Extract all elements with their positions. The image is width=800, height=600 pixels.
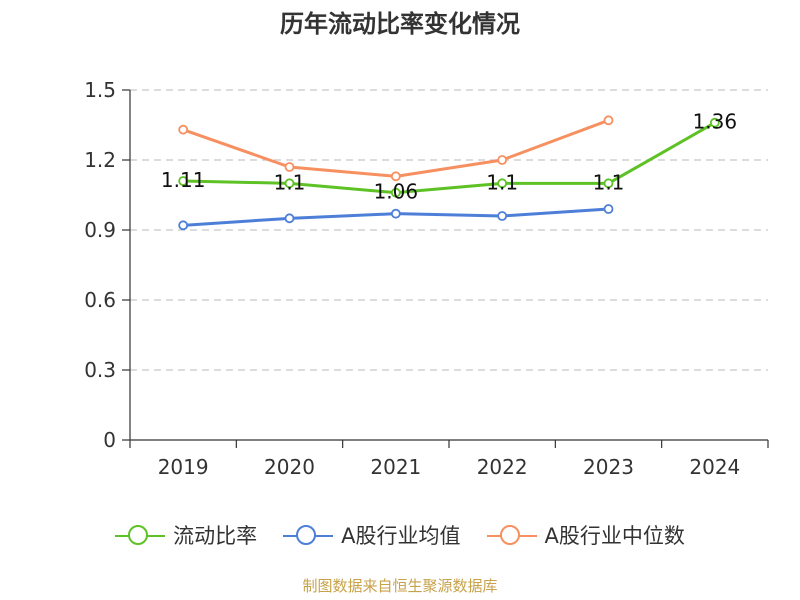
grid-lines [130,89,768,371]
axes: 0 0.3 0.6 0.9 1.2 1.5 2019 2020 2021 2022 2023 2024 [84,78,769,479]
x-tick-label-2020: 2020 [264,455,315,479]
data-point-0-2024[interactable] [709,117,720,128]
x-tick-label-2021: 2021 [370,455,421,479]
data-point-0-2021[interactable] [390,187,401,198]
data-label-2024: 1.36 [693,110,738,134]
legend-item-industry-median[interactable]: A股行业中位数 [486,518,685,554]
data-point-1-2021[interactable] [390,208,401,219]
y-tick-label: 0.3 [84,358,116,382]
legend-marker-industry-mean [283,524,334,548]
series-line-2 [181,118,610,178]
x-tick-label-2023: 2023 [583,455,634,479]
legend-label-current-ratio: 流动比率 [173,524,258,548]
data-point-1-2023[interactable] [603,204,614,214]
data-label-2021: 1.06 [374,180,419,204]
legend-label-industry-median: A股行业中位数 [544,524,685,548]
series-lines [178,115,720,231]
source-note: 制图数据来自恒生聚源数据库 [302,577,498,595]
data-labels: 1.11 1.1 1.06 1.1 1.1 1.36 [161,110,737,204]
y-tick-label: 1.2 [84,148,116,172]
data-label-2019: 1.11 [161,168,206,192]
legend-item-industry-mean[interactable]: A股行业均值 [283,518,461,554]
data-point-0-2022[interactable] [497,178,508,189]
data-point-2-2020[interactable] [284,162,295,172]
data-point-2-2023[interactable] [603,115,614,126]
legend-label-industry-mean: A股行业均值 [341,524,461,548]
y-tick-label: 0.9 [84,218,116,242]
data-point-0-2023[interactable] [603,178,614,189]
data-point-1-2020[interactable] [284,213,295,224]
legend-item-current-ratio[interactable]: 流动比率 [115,518,257,554]
data-point-1-2022[interactable] [497,211,508,221]
data-point-2-2019[interactable] [178,124,189,135]
x-tick-label-2019: 2019 [158,455,209,479]
chart-title: 历年流动比率变化情况 [280,10,520,38]
data-label-2020: 1.1 [274,170,306,194]
x-tick-label-2024: 2024 [689,455,740,479]
x-tick-label-2022: 2022 [477,455,528,479]
y-tick-label: 0.6 [84,288,116,312]
data-point-0-2019[interactable] [178,176,189,186]
y-tick-label: 1.5 [84,78,116,102]
data-point-2-2022[interactable] [497,155,508,165]
legend-marker-industry-median [486,524,537,548]
series-line-0 [181,121,717,195]
data-label-2022: 1.1 [486,170,518,194]
data-label-2023: 1.1 [593,170,625,194]
legend-marker-current-ratio [115,524,166,548]
y-tick-label: 0 [103,428,116,452]
legend: 流动比率 A股行业均值 A股行业中位数 [0,518,800,554]
data-point-0-2020[interactable] [284,178,295,189]
data-point-1-2019[interactable] [178,220,189,231]
data-point-2-2021[interactable] [390,171,401,182]
